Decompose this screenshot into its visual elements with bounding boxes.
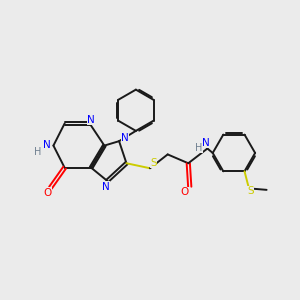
Text: H: H	[34, 147, 42, 157]
Text: N: N	[43, 140, 51, 150]
Text: S: S	[247, 186, 254, 196]
Text: S: S	[150, 158, 157, 168]
Text: N: N	[102, 182, 110, 192]
Text: N: N	[87, 115, 95, 125]
Text: H: H	[196, 142, 203, 153]
Text: N: N	[202, 138, 210, 148]
Text: N: N	[121, 133, 129, 142]
Text: O: O	[44, 188, 52, 198]
Text: O: O	[180, 187, 189, 197]
